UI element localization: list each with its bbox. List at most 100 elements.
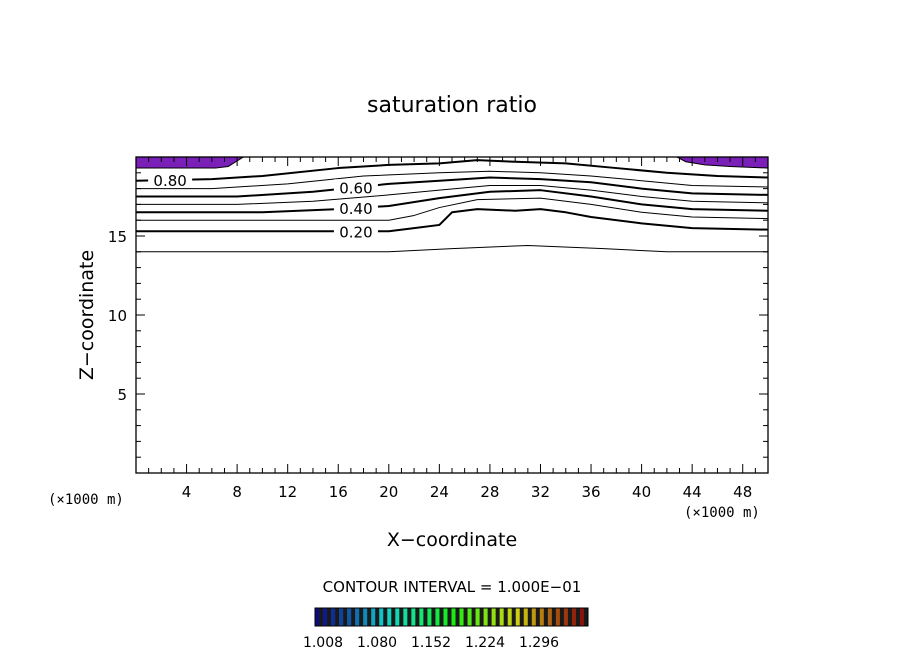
colorbar-stripe [395, 608, 400, 626]
colorbar-stripe [399, 608, 404, 626]
colorbar-stripe [343, 608, 348, 626]
colorbar-stripe [575, 608, 581, 626]
colorbar-stripe [435, 608, 440, 626]
contour-line-0 [136, 244, 768, 253]
axis-ticks [136, 157, 768, 473]
colorbar-stripe [531, 608, 537, 626]
x-tick-label: 20 [379, 483, 398, 501]
contour-line-5 [136, 176, 769, 198]
colorbar-stripe [315, 608, 320, 626]
colorbar-stripe [443, 608, 448, 626]
colorbar-stripe [555, 608, 561, 626]
x-axis-label: X−coordinate [387, 529, 517, 551]
colorbar-label: 1.080 [357, 635, 397, 651]
x-tick-label: 12 [278, 483, 297, 501]
contour-label-bg-7 [148, 171, 193, 188]
colorbar-stripe [487, 608, 492, 626]
colorbar-stripe [331, 608, 336, 626]
colorbar-stripe [543, 608, 549, 626]
colorbar-stripe [363, 608, 368, 626]
colorbar-stripe [467, 608, 472, 626]
colorbar-stripe [519, 608, 525, 626]
colorbar-stripe [427, 608, 432, 626]
colorbar-stripe [583, 608, 589, 626]
colorbar-stripe [335, 608, 340, 626]
colorbar-stripe [323, 608, 328, 626]
contour-label-bg-5 [333, 179, 378, 196]
colorbar-label: 1.296 [519, 635, 559, 651]
colorbar-stripe [475, 608, 480, 626]
colorbar-stripe [479, 608, 484, 626]
x-tick-label: 24 [430, 483, 449, 501]
colorbar-stripe [423, 608, 428, 626]
x-tick-label: 28 [480, 483, 499, 501]
colorbar-stripe [327, 608, 332, 626]
colorbar-stripe [367, 608, 372, 626]
colorbar-stripe [391, 608, 396, 626]
contour-label-bg-1 [333, 223, 378, 240]
colorbar-stripe [491, 608, 496, 626]
colorbar-stripe [351, 608, 356, 626]
colorbar-stripe [319, 608, 324, 626]
colorbar-stripe [483, 608, 488, 626]
contour-line-2 [136, 197, 769, 221]
contour-lines [135, 159, 769, 253]
colorbar-stripe [407, 608, 412, 626]
colorbar-stripe [411, 608, 416, 626]
x-tick-label: 44 [683, 483, 702, 501]
x-unit-label-left: (×1000 m) [48, 492, 124, 508]
y-axis-label: Z−coordinate [76, 250, 98, 380]
colorbar-label: 1.152 [411, 635, 451, 651]
colorbar-label: 1.008 [303, 635, 343, 651]
contour-interval-note: CONTOUR INTERVAL = 1.000E−01 [323, 578, 582, 596]
contour-label-bg-3 [333, 200, 378, 217]
x-tick-label: 48 [733, 483, 752, 501]
colorbar-stripe [459, 608, 464, 626]
colorbar-stripe [439, 608, 444, 626]
colorbar-stripe [455, 608, 460, 626]
colorbar-stripe [447, 608, 452, 626]
colorbar-stripe [503, 608, 509, 626]
colorbar-stripe [515, 608, 521, 626]
colorbar-stripe [507, 608, 513, 626]
x-tick-label: 36 [581, 483, 600, 501]
x-tick-label: 16 [329, 483, 348, 501]
x-tick-label: 4 [182, 483, 192, 501]
colorbar-stripe [523, 608, 529, 626]
colorbar-stripe [359, 608, 364, 626]
colorbar-stripe [563, 608, 569, 626]
x-tick-labels: 4 8 12 16 20 24 28 32 36 40 44 48 [182, 483, 752, 501]
colorbar-stripe [379, 608, 384, 626]
colorbar-stripe [463, 608, 468, 626]
colorbar-stripe [547, 608, 553, 626]
x-tick-label: 32 [531, 483, 550, 501]
colorbar-stripe [495, 608, 500, 626]
colorbar-labels: 1.008 1.080 1.152 1.224 1.296 [303, 635, 559, 651]
y-tick-labels: 5 10 15 [108, 228, 127, 404]
x-unit-label-right: (×1000 m) [684, 505, 760, 521]
colorbar-stripe [383, 608, 388, 626]
colorbar [315, 608, 589, 626]
contour-line-6 [136, 170, 769, 190]
colorbar-stripe [375, 608, 380, 626]
y-tick-label: 15 [108, 228, 127, 246]
contour-line-4 [136, 184, 769, 205]
colorbar-stripe [571, 608, 577, 626]
colorbar-stripe [415, 608, 420, 626]
colorbar-stripe [511, 608, 517, 626]
colorbar-stripe [471, 608, 476, 626]
contour-label-5: 0.60 [339, 179, 372, 197]
filled-regions [135, 156, 769, 169]
colorbar-frame [314, 607, 589, 627]
chart-title: saturation ratio [367, 93, 537, 118]
colorbar-stripe [387, 608, 392, 626]
y-tick-label: 10 [108, 307, 127, 325]
filled-region-0 [135, 156, 246, 169]
colorbar-stripe [535, 608, 541, 626]
contour-labels: 0.20 0.40 0.60 0.80 [148, 171, 378, 241]
x-tick-label: 40 [632, 483, 651, 501]
colorbar-stripe [419, 608, 424, 626]
y-tick-label: 5 [117, 386, 127, 404]
colorbar-stripe [371, 608, 376, 626]
